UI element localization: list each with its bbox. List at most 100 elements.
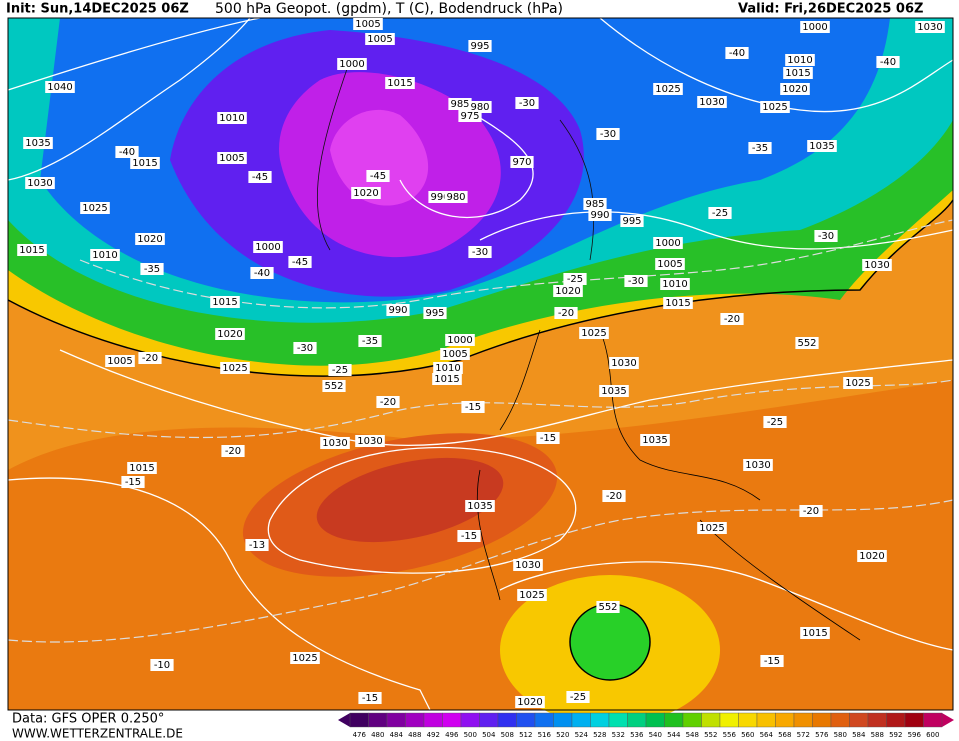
valid-time: Valid: Fri,26DEC2025 06Z [738,2,923,17]
isobar-label: 1010 [435,363,460,374]
isobar-label-bg [253,241,283,253]
colorbar-swatch [738,712,758,728]
isobar-label-bg [553,285,583,297]
isobar-label-bg [588,209,612,221]
colorbar-label: 492 [427,731,440,739]
temperature-label-bg [138,352,162,364]
isobar-label: 1025 [519,590,544,601]
colorbar-label: 484 [390,731,404,739]
isobar-label-bg [862,259,892,271]
colorbar: 476 480 484 488 492 496 500 504 508 512 516 520 524 5… [338,712,954,739]
colorbar-label: 488 [408,731,421,739]
data-source: Data: GFS OPER 0.250° [12,712,164,727]
isobar-label: 1030 [611,358,636,369]
temperature-label-bg [596,128,620,140]
colorbar-label: 532 [612,731,625,739]
isobar-label-bg [355,435,385,447]
temperature-label: -45 [370,171,386,182]
temperature-label: -35 [362,336,378,347]
colorbar-label: 504 [482,731,496,739]
temperature-label: -20 [380,397,396,408]
temperature-label: -30 [600,129,616,140]
isobar-label: 1025 [845,378,870,389]
isobar-label-bg [465,500,495,512]
colorbar-swatch [719,712,739,728]
isobar-label: 1015 [129,463,154,474]
colorbar-label: 568 [778,731,791,739]
isobar-label: 1015 [132,158,157,169]
temperature-label-bg [140,263,164,275]
isobar-label: 995 [470,41,489,52]
colorbar-swatch [645,712,665,728]
isotherm [7,379,954,439]
isobar-label: 1025 [222,363,247,374]
colorbar-label: 520 [556,731,569,739]
temperature-label: -30 [472,247,488,258]
colorbar-swatch [590,712,610,728]
temperature-label: -30 [519,98,535,109]
temperature-label-bg [121,476,145,488]
colorbar-swatch [886,712,906,728]
colorbar-label: 540 [649,731,662,739]
isobar-label-bg [353,18,383,30]
temperature-label-bg [248,171,272,183]
colorbar-swatch [516,712,536,728]
colorbar-label: 480 [371,731,384,739]
temperature-label: -15 [764,656,780,667]
temperature-label-bg [554,307,578,319]
isobar-label-bg [583,198,607,210]
temperature-label-bg [720,313,744,325]
isobar-label: 1020 [217,329,242,340]
isobar-label: 1005 [219,153,244,164]
isobar-label: 995 [425,308,444,319]
isobar-label: 1025 [292,653,317,664]
isobar-label: 552 [797,338,816,349]
isobar-label: 975 [460,111,479,122]
colorbar-label: 552 [704,731,717,739]
colorbar-swatch [368,712,388,728]
temperature-label-bg [328,364,352,376]
isobar-label: 1015 [434,374,459,385]
colorbar-swatch [627,712,647,728]
isobar-label: 1015 [212,297,237,308]
colorbar-swatch [701,712,721,728]
colorbar-swatch [442,712,462,728]
temperature-label: -13 [249,540,265,551]
isobar-label-bg [653,83,683,95]
isobar-label: 990 [590,210,609,221]
isobar-label-bg [23,137,53,149]
isobar-label-bg [105,355,135,367]
isobar-label-bg [800,627,830,639]
temperature-label-bg [876,56,900,68]
temperature-label: -15 [125,477,141,488]
temperature-label-bg [760,655,784,667]
colorbar-arrow-right [942,713,954,727]
colorbar-swatch [830,712,850,728]
colorbar-label: 572 [797,731,810,739]
temperature-label-bg [358,692,382,704]
isobar-label: 1000 [339,59,364,70]
temperature-label-bg [515,97,539,109]
isobar-label-bg [785,54,815,66]
isobar [267,446,577,574]
isobar-label: 1035 [467,501,492,512]
temperature-label: -40 [729,48,745,59]
colorbar-arrow-left [338,713,350,727]
isobar-label: 985 [450,99,469,110]
colorbar-swatch [682,712,702,728]
colorbar-swatch [812,712,832,728]
map-field [7,17,954,725]
temperature-label-bg [536,432,560,444]
isobar-label-bg [17,244,47,256]
isobar-label-bg [599,385,629,397]
isobar-label-bg [386,304,410,316]
colorbar-swatch [534,712,554,728]
isobar-label-bg [433,362,463,374]
isobar-label: 1015 [785,68,810,79]
isobar-label-bg [579,327,609,339]
colorbar-label: 544 [667,731,681,739]
field-high-core [316,457,504,543]
colorbar-label: 516 [538,731,552,739]
temperature-label: -30 [297,343,313,354]
